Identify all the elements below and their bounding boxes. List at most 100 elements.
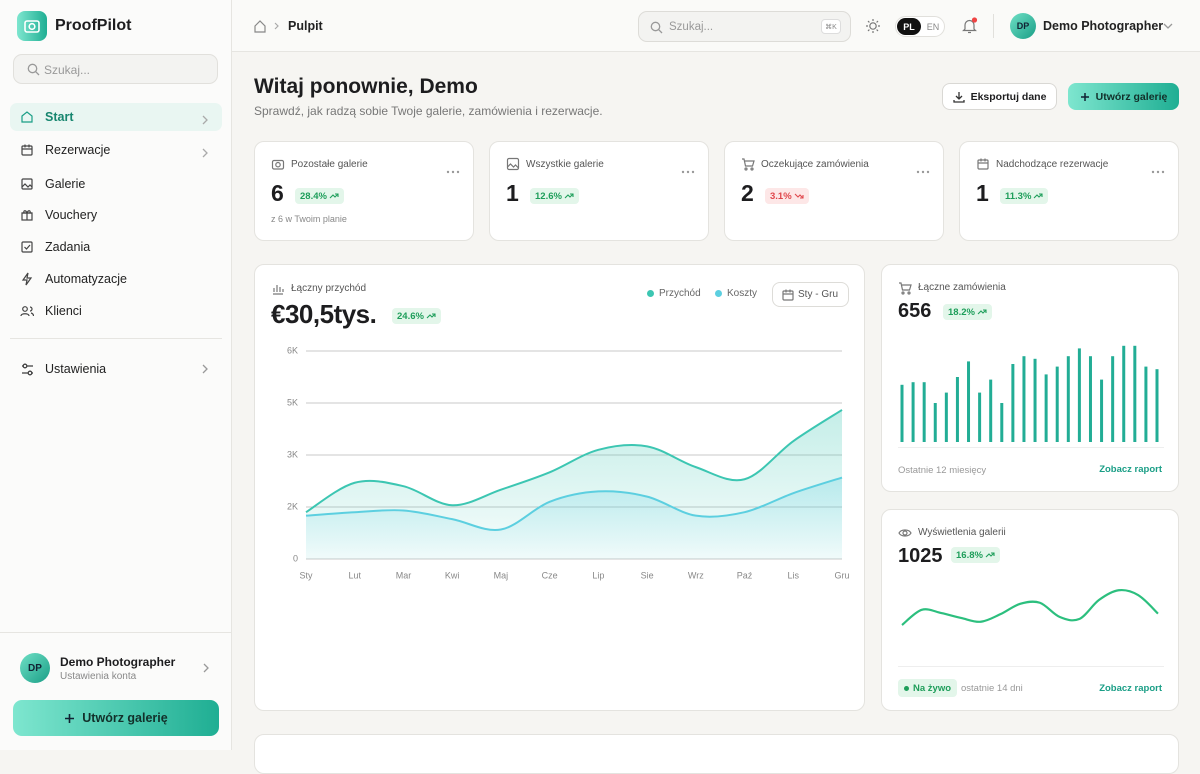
nav-icon: [20, 272, 34, 291]
avatar[interactable]: DP: [20, 653, 50, 683]
card-total: €30,5tys.: [271, 299, 377, 329]
icon-glyph: [782, 289, 794, 301]
change-badge: 11.3%: [1000, 188, 1049, 204]
theme-toggle[interactable]: [865, 18, 881, 34]
change-value: 3.1%: [770, 190, 792, 202]
icon-glyph: [21, 272, 33, 286]
page-subtitle: Sprawdź, jak radzą sobie Twoje galerie, …: [254, 104, 603, 118]
nav-icon: [20, 208, 34, 227]
stat-value: 2: [741, 180, 754, 206]
user-name: Demo Photographer: [1043, 19, 1164, 33]
stat-label: Nadchodzące rezerwacje: [996, 159, 1109, 170]
icon-glyph: [21, 210, 33, 221]
change-value: 12.6%: [535, 190, 562, 202]
view-report-link[interactable]: Zobacz raport: [1099, 464, 1162, 475]
stat-icon: [976, 157, 990, 176]
period-select[interactable]: Sty - Gru: [772, 282, 849, 307]
calendar-icon: [781, 288, 795, 307]
plus-icon: [65, 713, 75, 723]
legend-dot: [647, 290, 654, 297]
stat-card: Oczekujące zamówienia 2 3.1%: [724, 141, 944, 241]
trend-icon: [329, 193, 339, 199]
trend-icon: [985, 552, 995, 558]
chevron-icon: [202, 115, 208, 125]
stat-icon: [271, 157, 285, 176]
change-value: 11.3%: [1005, 190, 1032, 202]
icon-glyph: [271, 159, 285, 170]
more-menu[interactable]: [916, 161, 930, 179]
card-footer: Ostatnie 12 miesięcy: [898, 465, 987, 476]
notifications[interactable]: [961, 17, 979, 35]
chevron[interactable]: [1163, 22, 1173, 30]
divider: [898, 666, 1164, 667]
divider: [993, 14, 994, 38]
change-value: 16.8%: [956, 549, 983, 561]
nav-item[interactable]: Rezerwacje: [10, 136, 222, 164]
icon-glyph: [506, 157, 520, 171]
avatar[interactable]: DP: [1010, 13, 1036, 39]
icon-glyph: [21, 144, 33, 156]
nav-item[interactable]: Vouchery: [10, 201, 222, 229]
nav-item[interactable]: Start: [10, 103, 222, 131]
trend-icon: [426, 313, 436, 319]
button-label: Utwórz galerię: [82, 711, 168, 725]
search-placeholder: Szukaj...: [669, 21, 714, 33]
more-menu[interactable]: [681, 161, 695, 179]
icon-glyph: [898, 529, 912, 537]
stat-card: Wszystkie galerie 1 12.6%: [489, 141, 709, 241]
nav-item[interactable]: Galerie: [10, 170, 222, 198]
export-button[interactable]: Eksportuj dane: [942, 83, 1057, 110]
sidebar: ProofPilot Szukaj... Start Rezerwacje Gale…: [0, 0, 232, 750]
sidebar-search[interactable]: Szukaj...: [13, 54, 218, 84]
nav-label: Rezerwacje: [45, 143, 111, 157]
trend-arrow: [985, 550, 995, 560]
live-label: Na żywo: [913, 682, 952, 694]
more-menu[interactable]: [1151, 161, 1165, 179]
trend-arrow: [426, 311, 436, 321]
more-menu[interactable]: [446, 161, 460, 179]
language-option[interactable]: PL: [897, 18, 921, 35]
nav-icon: [20, 110, 34, 129]
create-gallery-button[interactable]: Utwórz galerię: [1068, 83, 1179, 110]
trend-icon: [794, 193, 804, 199]
chevron-icon: [202, 148, 208, 158]
divider: [10, 338, 222, 339]
view-report-link[interactable]: Zobacz raport: [1099, 683, 1162, 694]
topbar-search[interactable]: Szukaj... ⌘K: [638, 11, 851, 42]
chevron: [200, 112, 210, 130]
trend-icon: [977, 309, 987, 315]
nav-item[interactable]: Ustawienia: [10, 355, 222, 383]
icon-glyph: [21, 241, 33, 253]
avatar-initials: DP: [1016, 21, 1030, 31]
nav-item[interactable]: Zadania: [10, 233, 222, 261]
button-label: Eksportuj dane: [970, 90, 1047, 103]
nav-label: Galerie: [45, 177, 86, 191]
nav-label: Ustawienia: [45, 362, 107, 376]
change-badge: 24.6%: [392, 308, 441, 324]
trend-arrow: [1033, 191, 1043, 201]
create-gallery-button[interactable]: Utwórz galerię: [13, 700, 219, 736]
search-icon: [650, 21, 663, 34]
language-option[interactable]: EN: [926, 21, 940, 32]
live-dot: [904, 685, 909, 691]
nav-label: Start: [45, 110, 74, 124]
stat-label: Oczekujące zamówienia: [761, 159, 869, 170]
divider: [898, 447, 1164, 448]
trend-arrow: [564, 191, 574, 201]
nav-item[interactable]: Klienci: [10, 297, 222, 325]
icon-glyph: [273, 285, 284, 295]
nav-item[interactable]: Automatyzacje: [10, 265, 222, 293]
change-badge: 3.1%: [765, 188, 809, 204]
icon-glyph: [742, 158, 755, 171]
chart-card: Wyświetlenia galerii 1025 Zobacz raport 16.…: [881, 509, 1179, 711]
language-switch: PL EN: [895, 16, 945, 37]
legend-label: Koszty: [727, 288, 758, 299]
trend-icon: [564, 193, 574, 199]
card-footer: ostatnie 14 dni: [961, 683, 1023, 694]
chevron: [202, 364, 208, 374]
shortcut: ⌘K: [821, 19, 841, 34]
trend-icon: [1034, 193, 1043, 199]
home-icon[interactable]: [253, 19, 267, 33]
user-name: Demo Photographer: [60, 655, 176, 669]
